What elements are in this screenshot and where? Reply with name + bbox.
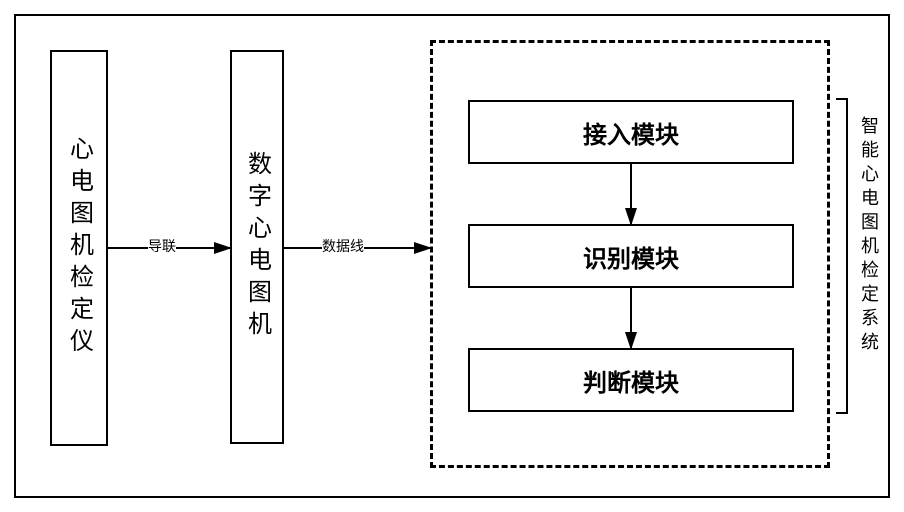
system-bracket	[836, 98, 848, 414]
module-judge: 判断模块	[468, 348, 794, 412]
module-access-label: 接入模块	[583, 115, 679, 150]
module-recognize-label: 识别模块	[583, 239, 679, 274]
module-access: 接入模块	[468, 100, 794, 164]
node-calibrator: 心电图机检定仪	[50, 50, 108, 446]
module-recognize: 识别模块	[468, 224, 794, 288]
edge-access-to-recognize	[631, 164, 633, 224]
module-judge-label: 判断模块	[583, 363, 679, 398]
node-calibrator-label: 心电图机检定仪	[62, 136, 97, 360]
edge-dataline-label: 数据线	[322, 236, 364, 256]
node-ecg: 数字心电图机	[230, 50, 284, 444]
system-label: 智能心电图机检定系统	[856, 116, 882, 356]
edge-lead-label: 导联	[148, 236, 176, 256]
edge-recognize-to-judge	[631, 288, 633, 348]
node-ecg-label: 数字心电图机	[240, 151, 275, 343]
